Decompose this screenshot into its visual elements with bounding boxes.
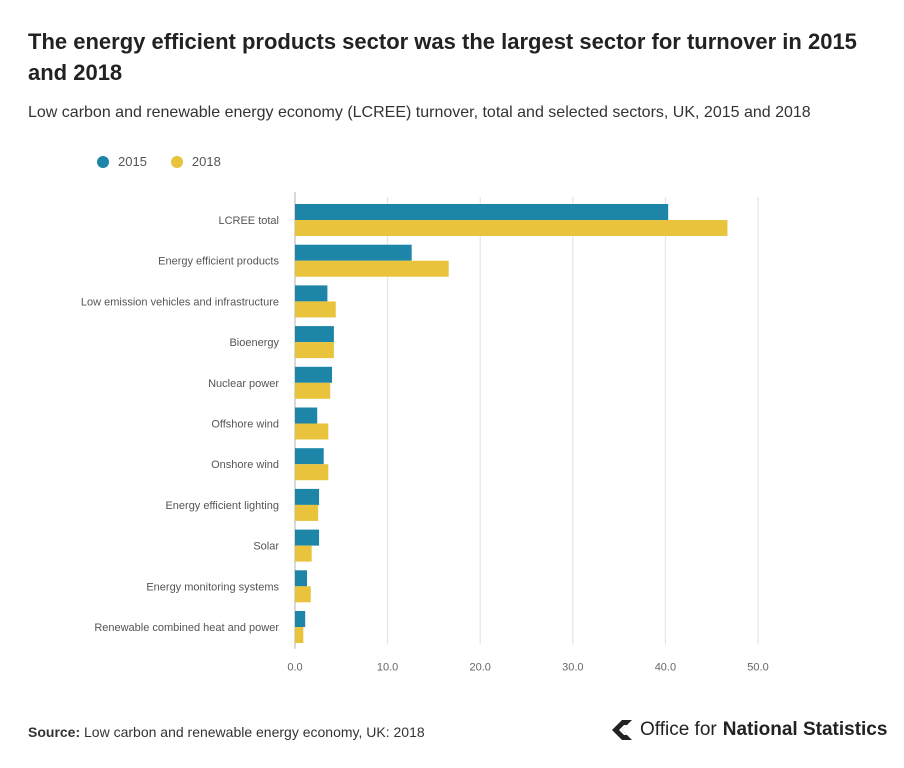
bar-2018 xyxy=(295,382,331,399)
category-label: Offshore wind xyxy=(211,419,279,431)
bar-2015 xyxy=(295,488,320,505)
bar-2015 xyxy=(295,407,318,424)
category-label: Energy efficient lighting xyxy=(165,500,279,512)
x-tick-label: 50.0 xyxy=(747,662,768,674)
source-text: Low carbon and renewable energy economy,… xyxy=(84,724,425,740)
bar-2018 xyxy=(295,586,311,603)
chart-title: The energy efficient products sector was… xyxy=(28,29,857,85)
bar-2018 xyxy=(295,423,329,440)
legend-item-2018[interactable]: 2018 xyxy=(170,154,221,169)
bar-chart: 0.0 10.0 20.0 30.0 40.0 50.0 LCREE total Energy… xyxy=(81,192,769,674)
bar-2015 xyxy=(295,611,306,627)
category-label: Solar xyxy=(253,541,279,553)
x-tick-label: 40.0 xyxy=(655,662,676,674)
x-tick-label: 20.0 xyxy=(469,662,490,674)
ons-logo[interactable]: Office for National Statistics xyxy=(610,718,887,742)
source-note: Source: Low carbon and renewable energy … xyxy=(28,724,425,740)
legend-label-2015: 2015 xyxy=(118,154,147,169)
bar-2018 xyxy=(295,504,319,521)
category-label: Onshore wind xyxy=(211,459,279,471)
bar-2015 xyxy=(295,285,328,302)
legend-swatch-2018 xyxy=(170,155,183,168)
category-label: Renewable combined heat and power xyxy=(94,622,279,634)
bar-2018 xyxy=(295,260,449,277)
bar-2018 xyxy=(295,342,334,359)
legend-item-2015[interactable]: 2015 xyxy=(97,154,147,169)
ons-brand-prefix: Office for xyxy=(640,719,717,740)
bar-2018 xyxy=(295,220,728,236)
bar-2018 xyxy=(295,627,304,643)
bar-2015 xyxy=(295,326,334,343)
bar-2015 xyxy=(295,244,412,261)
legend-swatch-2015 xyxy=(97,155,109,168)
category-label: Energy efficient products xyxy=(158,256,279,268)
category-label: Bioenergy xyxy=(229,337,279,349)
ons-emblem-icon xyxy=(612,720,632,740)
category-label: Low emission vehicles and infrastructure xyxy=(81,296,279,308)
bar-2018 xyxy=(295,301,336,318)
category-label: LCREE total xyxy=(218,215,279,227)
bar-2015 xyxy=(295,529,320,546)
bar-2018 xyxy=(295,464,329,481)
ons-brand-strong: National Statistics xyxy=(722,719,888,740)
bar-2015 xyxy=(295,448,324,465)
x-tick-label: 0.0 xyxy=(287,662,302,674)
bar-2015 xyxy=(295,204,669,220)
x-tick-label: 30.0 xyxy=(562,662,583,674)
bar-2015 xyxy=(295,366,333,383)
category-label: Nuclear power xyxy=(208,378,279,390)
x-tick-label: 10.0 xyxy=(377,662,398,674)
bar-2018 xyxy=(295,545,312,562)
legend: 2015 2018 xyxy=(97,154,221,169)
legend-label-2018: 2018 xyxy=(191,154,221,169)
chart-subtitle: Low carbon and renewable energy economy … xyxy=(28,104,811,121)
category-label: Energy monitoring systems xyxy=(146,581,279,593)
bar-2015 xyxy=(295,570,308,587)
source-label: Source: xyxy=(28,724,81,740)
